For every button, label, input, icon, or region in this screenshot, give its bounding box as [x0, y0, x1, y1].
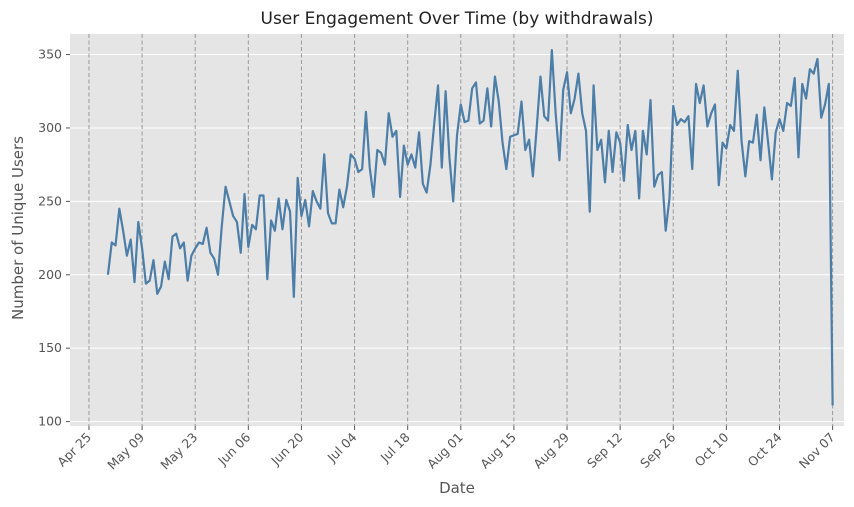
date-marker-lines: [88, 34, 834, 426]
x-tick-label: Jun 06: [214, 429, 253, 468]
x-tick-label: Jun 20: [267, 429, 306, 468]
y-tick-label: 150: [38, 340, 62, 355]
chart-title: User Engagement Over Time (by withdrawal…: [261, 9, 654, 29]
y-axis-label: Number of Unique Users: [9, 136, 27, 320]
series-layer: [106, 49, 834, 406]
x-tick-label: Aug 29: [530, 429, 572, 471]
y-tick-label: 350: [38, 47, 62, 62]
x-tick-label: Jul 04: [324, 429, 360, 465]
y-tick-label: 200: [38, 267, 62, 282]
x-tick-label: Apr 25: [54, 430, 94, 470]
x-tick-label: May 23: [157, 430, 200, 473]
x-tick-label: Sep 12: [584, 430, 625, 471]
x-axis-ticks: Apr 25 May 09 May 23 Jun 06 Jun 20 Jul 04 Jul …: [54, 426, 838, 472]
x-tick-label: Oct 10: [692, 429, 732, 469]
x-tick-label: May 09: [104, 429, 147, 472]
y-tick-label: 300: [38, 120, 62, 135]
y-tick-label: 100: [38, 414, 62, 429]
x-tick-label: Nov 07: [796, 430, 838, 472]
y-tick-label: 250: [38, 193, 62, 208]
x-tick-label: Aug 15: [477, 430, 519, 472]
x-tick-label: Aug 01: [424, 430, 466, 472]
x-axis-label: Date: [439, 479, 475, 497]
x-tick-label: Sep 26: [637, 429, 678, 470]
plot-area: [70, 34, 844, 426]
series-line: [106, 49, 834, 406]
x-tick-label: Oct 24: [745, 429, 785, 469]
x-tick-label: Jul 18: [377, 429, 413, 465]
y-axis-ticks: 100 150 200 250 300 350: [38, 47, 70, 429]
